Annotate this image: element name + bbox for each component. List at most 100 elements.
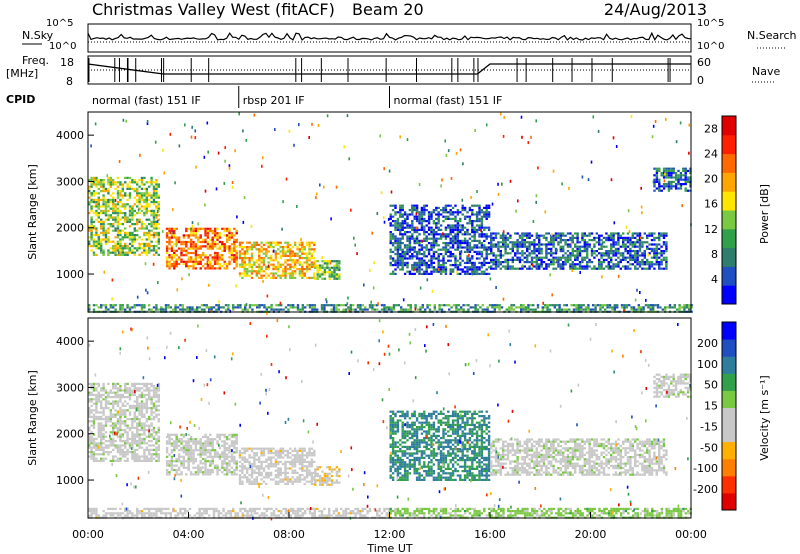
- heatmap-cell: [194, 262, 198, 266]
- heatmap-cell: [471, 204, 474, 207]
- heatmap-cell: [157, 207, 160, 210]
- heatmap-cell: [236, 306, 240, 309]
- heatmap-cell: [116, 444, 120, 447]
- heatmap-cell: [485, 257, 488, 260]
- heatmap-cell: [165, 251, 169, 255]
- heatmap-cell: [366, 308, 369, 311]
- heatmap-cell: [502, 230, 505, 234]
- heatmap-cell: [131, 205, 134, 208]
- heatmap-cell: [131, 236, 134, 239]
- heatmap-cell: [564, 256, 567, 259]
- heatmap-cell: [323, 273, 327, 276]
- heatmap-cell: [401, 264, 404, 267]
- heatmap-cell: [228, 256, 231, 259]
- heatmap-cell: [439, 272, 443, 275]
- heatmap-cell: [490, 252, 493, 255]
- heatmap-cell: [403, 250, 407, 253]
- heatmap-cell: [90, 249, 93, 252]
- heatmap-cell: [497, 245, 500, 248]
- heatmap-cell: [662, 187, 666, 190]
- heatmap-cell: [119, 247, 122, 250]
- heatmap-cell: [213, 260, 217, 263]
- heatmap-cell: [310, 257, 314, 260]
- heatmap-cell: [177, 473, 181, 476]
- heatmap-cell: [655, 247, 658, 250]
- heatmap-cell: [538, 247, 541, 250]
- heatmap-cell: [241, 308, 244, 311]
- heatmap-cell: [150, 396, 153, 399]
- heatmap-cell: [165, 451, 169, 454]
- heatmap-cell: [394, 253, 397, 256]
- heatmap-cell: [148, 393, 151, 396]
- heatmap-cell: [148, 448, 151, 451]
- heatmap-cell: [617, 241, 620, 244]
- heatmap-cell: [119, 212, 122, 215]
- heatmap-cell: [664, 172, 666, 176]
- heatmap-cell: [418, 220, 421, 223]
- heatmap-cell: [674, 178, 678, 181]
- heatmap-cell: [238, 257, 242, 260]
- heatmap-cell: [455, 151, 458, 155]
- heatmap-cell: [664, 306, 667, 309]
- heatmap-cell: [213, 267, 217, 270]
- heatmap-cell: [197, 442, 200, 445]
- heatmap-cell: [100, 448, 103, 451]
- heatmap-cell: [124, 429, 127, 432]
- heatmap-cell: [233, 234, 236, 237]
- heatmap-cell: [579, 271, 581, 274]
- heatmap-cell: [685, 306, 688, 309]
- heatmap-cell: [456, 237, 460, 240]
- heatmap-cell: [100, 225, 103, 228]
- heatmap-cell: [614, 250, 618, 253]
- heatmap-cell: [451, 224, 455, 227]
- heatmap-cell: [413, 261, 416, 264]
- heatmap-cell: [138, 179, 141, 182]
- heatmap-cell: [557, 232, 560, 235]
- heatmap-cell: [581, 267, 584, 270]
- heatmap-cell: [526, 267, 529, 270]
- heatmap-cell: [124, 442, 127, 445]
- heatmap-cell: [401, 259, 404, 262]
- heatmap-cell: [478, 266, 481, 269]
- heatmap-cell: [344, 304, 348, 307]
- heatmap-cell: [678, 306, 681, 309]
- heatmap-cell: [95, 209, 98, 212]
- heatmap-cell: [612, 243, 615, 246]
- heatmap-cell: [641, 267, 644, 270]
- heatmap-cell: [289, 306, 292, 309]
- heatmap-cell: [450, 176, 453, 180]
- heatmap-cell: [119, 411, 122, 414]
- heatmap-cell: [330, 260, 334, 263]
- heatmap-cell: [131, 223, 134, 226]
- heatmap-cell: [104, 212, 108, 215]
- heatmap-cell: [182, 240, 186, 244]
- heatmap-cell: [124, 411, 127, 414]
- heatmap-cell: [230, 232, 234, 235]
- heatmap-cell: [478, 242, 481, 245]
- heatmap-cell: [197, 473, 200, 476]
- heatmap-cell: [128, 249, 132, 252]
- heatmap-cell: [284, 246, 287, 249]
- heatmap-cell: [454, 235, 457, 238]
- heatmap-cell: [209, 265, 212, 268]
- heatmap-cell: [204, 460, 207, 463]
- heatmap-cell: [114, 422, 117, 425]
- heatmap-cell: [97, 187, 100, 190]
- heatmap-cell: [104, 404, 108, 407]
- heatmap-cell: [595, 232, 598, 235]
- heatmap-cell: [206, 267, 210, 270]
- heatmap-cell: [204, 189, 207, 193]
- heatmap-cell: [155, 396, 158, 399]
- heatmap-cell: [442, 259, 445, 262]
- heatmap-cell: [168, 247, 171, 250]
- heatmap-cell: [475, 231, 479, 234]
- heatmap-cell: [586, 247, 589, 250]
- heatmap-cell: [492, 258, 495, 261]
- heatmap-cell: [399, 242, 402, 245]
- heatmap-cell: [282, 200, 284, 204]
- heatmap-cell: [155, 251, 158, 254]
- heatmap-cell: [442, 270, 445, 273]
- heatmap-cell: [658, 256, 661, 259]
- heatmap-cell: [448, 304, 451, 307]
- heatmap-cell: [274, 252, 278, 255]
